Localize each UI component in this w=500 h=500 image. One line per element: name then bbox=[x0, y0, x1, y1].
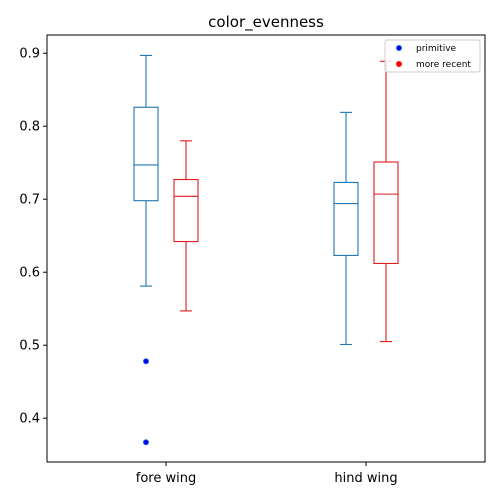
axes-layer: 0.4 0.5 0.6 0.7 0.8 0.9 fore wing hind wing bbox=[19, 47, 397, 486]
chart-title: color_evenness bbox=[208, 13, 324, 32]
y-tick-label: 0.9 bbox=[19, 47, 40, 62]
y-tick-label: 0.5 bbox=[19, 339, 40, 354]
iqr-box bbox=[333, 181, 359, 256]
plot-area-frame bbox=[46, 34, 486, 463]
y-tick-label: 0.6 bbox=[19, 266, 40, 281]
legend: primitive more recent bbox=[384, 39, 481, 73]
x-tick-label: hind wing bbox=[334, 471, 397, 486]
legend-marker bbox=[395, 45, 402, 52]
y-tick-label: 0.4 bbox=[19, 412, 40, 427]
legend-marker bbox=[395, 61, 402, 68]
x-tick-label: fore wing bbox=[136, 471, 196, 486]
y-tick-label: 0.7 bbox=[19, 193, 40, 208]
y-tick-label: 0.8 bbox=[19, 120, 40, 135]
legend-label: more recent bbox=[416, 60, 471, 70]
box-1-0 bbox=[173, 140, 199, 312]
iqr-box bbox=[133, 106, 159, 202]
boxes-layer bbox=[133, 54, 399, 446]
iqr-box bbox=[373, 161, 399, 265]
iqr-box bbox=[173, 178, 199, 243]
box-0-0 bbox=[133, 54, 159, 446]
outlier-point bbox=[142, 358, 149, 365]
box-0-1 bbox=[333, 111, 359, 346]
outlier-point bbox=[142, 439, 149, 446]
legend-label: primitive bbox=[416, 44, 457, 54]
legend-frame bbox=[384, 39, 481, 73]
box-1-1 bbox=[373, 60, 399, 343]
